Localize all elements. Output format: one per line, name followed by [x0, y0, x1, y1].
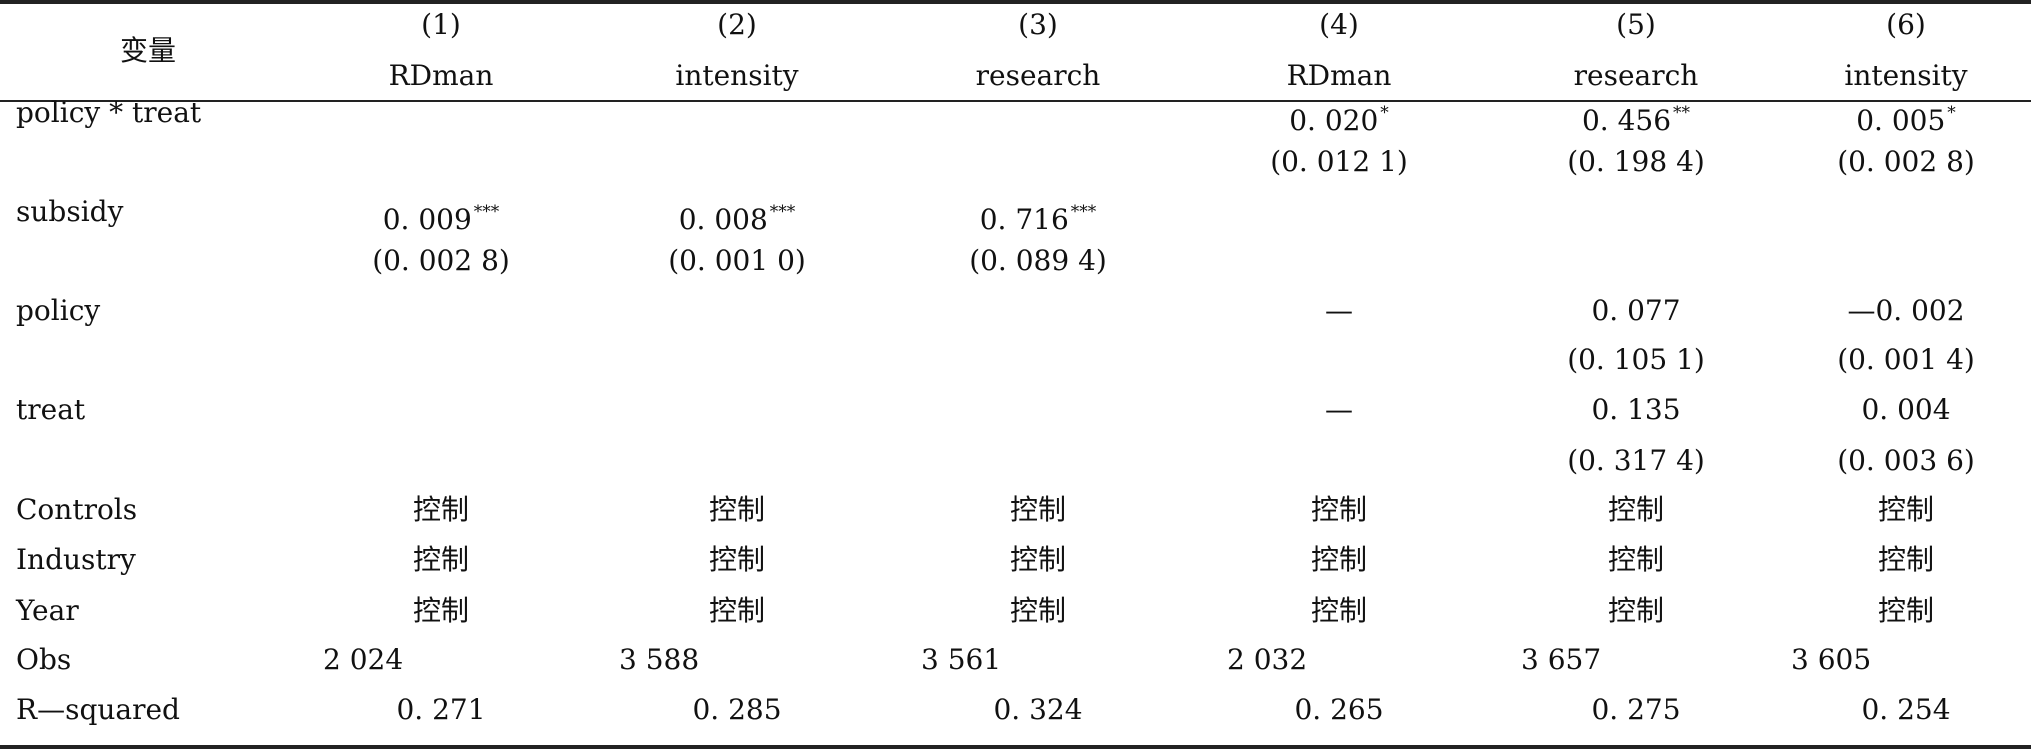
significance-stars: * [1380, 103, 1389, 123]
standard-error: (0. 002 8) [1837, 145, 1975, 178]
row-label: Controls [16, 493, 138, 526]
obs-value: 2 024 [323, 643, 404, 676]
control-indicator: 控制 [1877, 493, 1935, 526]
column-number: (3) [1018, 8, 1058, 41]
row-label: R—squared [16, 693, 180, 726]
control-indicator: 控制 [412, 543, 470, 576]
significance-stars: *** [1070, 202, 1097, 222]
rsquared-value: 0. 271 [396, 693, 486, 726]
column-number: (6) [1886, 8, 1926, 41]
standard-error: (0. 198 4) [1567, 145, 1705, 178]
coefficient-cell: 0. 135 [1591, 393, 1680, 427]
control-indicator: 控制 [708, 543, 766, 576]
standard-error: (0. 003 6) [1837, 444, 1975, 477]
standard-error: (0. 089 4) [969, 244, 1107, 277]
row-label: treat [16, 393, 86, 426]
coefficient-value: — [1325, 393, 1353, 426]
row-label: policy * treat [16, 96, 202, 129]
column-name: research [1573, 59, 1699, 92]
obs-value: 3 657 [1521, 643, 1602, 676]
standard-error: (0. 001 4) [1837, 343, 1975, 376]
coefficient-cell: 0. 020 * [1289, 96, 1389, 138]
control-indicator: 控制 [1009, 493, 1067, 526]
coefficient-cell: 0. 077 [1591, 294, 1680, 328]
column-name: intensity [675, 59, 799, 92]
variable-header: 变量 [119, 34, 177, 67]
obs-value: 2 032 [1227, 643, 1308, 676]
column-number: (1) [421, 8, 461, 41]
coefficient-value: 0. 020 [1289, 104, 1379, 137]
coefficient-value: 0. 008 [678, 203, 768, 236]
control-indicator: 控制 [708, 594, 766, 627]
standard-error: (0. 105 1) [1567, 343, 1705, 376]
control-indicator: 控制 [1607, 543, 1665, 576]
column-number: (4) [1319, 8, 1359, 41]
coefficient-cell: 0. 004 [1861, 393, 1950, 427]
coefficient-cell: — [1325, 294, 1353, 328]
column-number: (5) [1616, 8, 1656, 41]
standard-error: (0. 317 4) [1567, 444, 1705, 477]
row-label: policy [16, 294, 101, 327]
row-label: Year [16, 594, 79, 627]
control-indicator: 控制 [1009, 543, 1067, 576]
coefficient-value: — [1325, 294, 1353, 327]
column-name: RDman [1286, 59, 1392, 92]
column-name: research [975, 59, 1101, 92]
control-indicator: 控制 [1607, 594, 1665, 627]
coefficient-value: 0. 716 [979, 203, 1069, 236]
obs-value: 3 561 [921, 643, 1002, 676]
row-label: Industry [16, 543, 136, 576]
control-indicator: 控制 [708, 493, 766, 526]
rsquared-value: 0. 275 [1591, 693, 1681, 726]
coefficient-cell: 0. 009 *** [383, 195, 500, 237]
standard-error: (0. 001 0) [668, 244, 806, 277]
coefficient-value: 0. 009 [382, 203, 472, 236]
obs-value: 3 588 [619, 643, 700, 676]
control-indicator: 控制 [1607, 493, 1665, 526]
control-indicator: 控制 [1310, 594, 1368, 627]
standard-error: (0. 002 8) [372, 244, 510, 277]
coefficient-cell: 0. 008 *** [679, 195, 796, 237]
coefficient-cell: 0. 456 ** [1582, 96, 1690, 138]
rsquared-value: 0. 324 [993, 693, 1083, 726]
header-rule [0, 100, 2031, 102]
coefficient-value: 0. 004 [1861, 393, 1951, 426]
control-indicator: 控制 [1310, 543, 1368, 576]
coefficient-value: 0. 456 [1581, 104, 1672, 137]
rsquared-value: 0. 254 [1861, 693, 1951, 726]
control-indicator: 控制 [1009, 594, 1067, 627]
column-name: intensity [1844, 59, 1968, 92]
column-number: (2) [717, 8, 757, 41]
control-indicator: 控制 [1877, 594, 1935, 627]
control-indicator: 控制 [1877, 543, 1935, 576]
coefficient-cell: —0. 002 [1847, 294, 1964, 328]
significance-stars: ** [1673, 103, 1691, 123]
coefficient-value: 0. 077 [1591, 294, 1681, 327]
coefficient-cell: 0. 005 * [1856, 96, 1956, 138]
rsquared-value: 0. 285 [692, 693, 782, 726]
top-rule [0, 0, 2031, 4]
coefficient-value: 0. 135 [1591, 393, 1681, 426]
row-label: Obs [16, 643, 72, 676]
column-name: RDman [388, 59, 494, 92]
row-label: subsidy [16, 195, 124, 228]
significance-stars: *** [769, 202, 796, 222]
standard-error: (0. 012 1) [1270, 145, 1408, 178]
significance-stars: *** [473, 202, 500, 222]
control-indicator: 控制 [412, 493, 470, 526]
coefficient-value: 0. 005 [1856, 104, 1946, 137]
control-indicator: 控制 [1310, 493, 1368, 526]
coefficient-cell: — [1325, 393, 1353, 427]
bottom-rule [0, 745, 2031, 749]
significance-stars: * [1947, 103, 1956, 123]
rsquared-value: 0. 265 [1294, 693, 1384, 726]
obs-value: 3 605 [1791, 643, 1872, 676]
coefficient-value: —0. 002 [1847, 294, 1965, 327]
coefficient-cell: 0. 716 *** [980, 195, 1097, 237]
control-indicator: 控制 [412, 594, 470, 627]
